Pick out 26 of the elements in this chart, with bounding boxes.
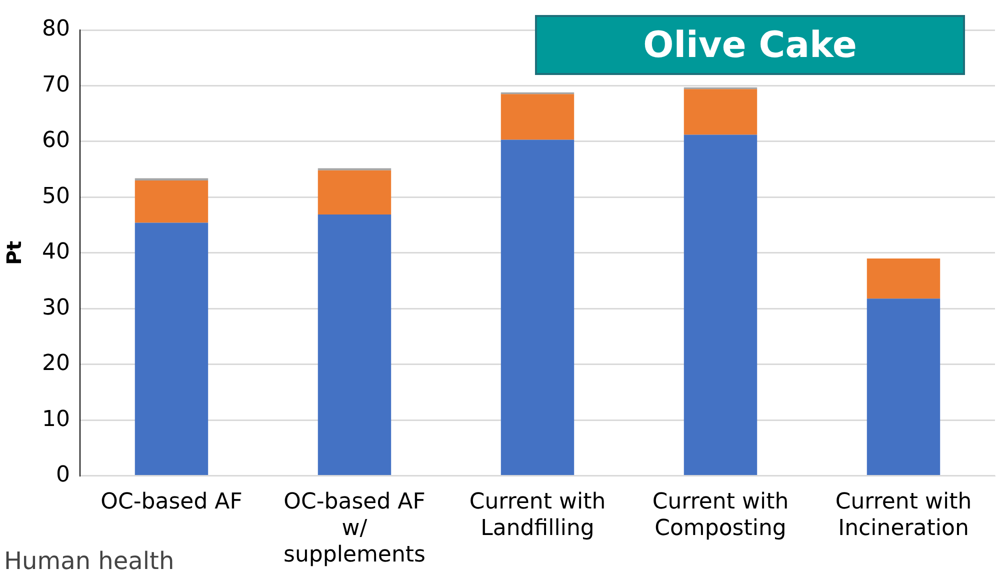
x-tick-label: OC-based AF w/ supplements xyxy=(284,490,426,568)
bar xyxy=(134,222,208,476)
bar xyxy=(866,258,940,299)
text: Human health xyxy=(4,547,174,575)
y-axis-title: Pt xyxy=(2,240,26,266)
y-tick-label: 0 xyxy=(56,462,70,488)
bar xyxy=(318,214,392,476)
x-tick-label: OC-based AF xyxy=(100,490,242,515)
bar xyxy=(500,140,574,476)
y-tick-label: 30 xyxy=(42,295,70,320)
bar xyxy=(318,170,392,214)
y-tick-label: 20 xyxy=(42,351,70,376)
bar xyxy=(134,180,208,223)
y-tick-label: 70 xyxy=(42,72,70,98)
x-tick-label: Current with Landfilling xyxy=(469,490,606,542)
y-tick-label: 10 xyxy=(42,406,70,432)
bar xyxy=(500,94,574,140)
y-tick-label: 40 xyxy=(42,240,70,265)
bar xyxy=(866,298,940,476)
bar xyxy=(684,89,758,135)
x-tick-label: Current with Incineration xyxy=(835,490,972,542)
y-tick-label: 80 xyxy=(42,16,70,42)
y-tick-label: 50 xyxy=(42,184,70,209)
y-tick-label: 60 xyxy=(42,128,70,154)
x-tick-label: Current with Composting xyxy=(652,490,789,542)
bar xyxy=(684,134,758,476)
